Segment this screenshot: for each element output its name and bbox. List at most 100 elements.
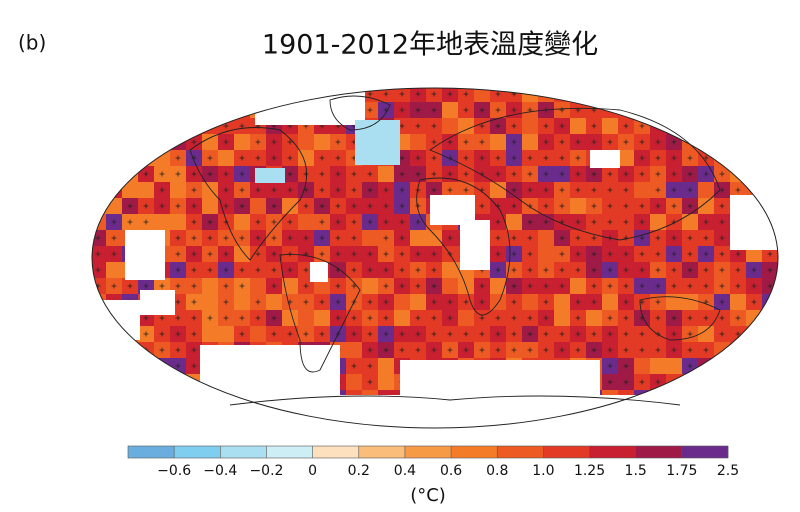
map-cell: [746, 438, 762, 454]
significance-mark: [527, 267, 533, 273]
map-cell: [442, 262, 458, 278]
significance-mark: [111, 219, 117, 225]
significance-mark: [175, 235, 181, 241]
map-cell: [92, 374, 106, 390]
significance-mark: [447, 139, 453, 145]
map-cell: [794, 358, 800, 374]
map-cell: [522, 422, 538, 428]
significance-mark: [175, 91, 181, 97]
significance-mark: [671, 139, 677, 145]
significance-mark: [719, 251, 725, 257]
colorbar-segment: [174, 446, 221, 458]
significance-mark: [207, 411, 213, 417]
significance-mark: [719, 427, 725, 428]
significance-mark: [319, 171, 325, 177]
significance-mark: [335, 155, 341, 161]
map-cell: [282, 422, 298, 428]
significance-mark: [399, 267, 405, 273]
map-cell: [154, 214, 170, 230]
map-cell: [298, 310, 314, 326]
significance-mark: [255, 299, 261, 305]
map-cell: [634, 358, 650, 374]
map-cell: [266, 294, 282, 310]
significance-mark: [559, 123, 565, 129]
significance-mark: [159, 123, 165, 129]
significance-mark: [559, 283, 565, 289]
significance-mark: [751, 411, 757, 417]
map-cell: [698, 374, 714, 390]
significance-mark: [559, 267, 565, 273]
colorbar-tick-label: 0.4: [394, 463, 416, 479]
map-cell: [714, 134, 730, 150]
map-cell: [234, 406, 250, 422]
significance-mark: [495, 155, 501, 161]
map-cell: [250, 422, 266, 428]
significance-mark: [431, 331, 437, 337]
significance-mark: [351, 267, 357, 273]
map-cell: [298, 422, 314, 428]
significance-mark: [607, 363, 613, 369]
significance-mark: [159, 347, 165, 353]
significance-mark: [527, 283, 533, 289]
significance-mark: [431, 187, 437, 193]
significance-mark: [175, 347, 181, 353]
significance-mark: [591, 267, 597, 273]
significance-mark: [735, 395, 741, 401]
significance-mark: [511, 427, 517, 428]
significance-mark: [511, 251, 517, 257]
significance-mark: [415, 123, 421, 129]
significance-mark: [143, 283, 149, 289]
map-cell: [634, 422, 650, 428]
significance-mark: [751, 91, 757, 97]
significance-mark: [655, 91, 661, 97]
significance-mark: [319, 235, 325, 241]
significance-mark: [191, 219, 197, 225]
significance-mark: [575, 219, 581, 225]
map-cell: [154, 102, 170, 118]
significance-mark: [255, 235, 261, 241]
significance-mark: [767, 171, 773, 177]
significance-mark: [111, 363, 117, 369]
map-cell: [778, 342, 794, 358]
map-cell: [186, 102, 202, 118]
significance-mark: [175, 315, 181, 321]
significance-mark: [271, 283, 277, 289]
significance-mark: [319, 91, 325, 97]
significance-mark: [95, 315, 101, 321]
map-cell: [138, 390, 154, 406]
map-cell: [490, 294, 506, 310]
significance-mark: [399, 187, 405, 193]
map-cell: [106, 118, 122, 134]
map-cell: [538, 88, 554, 102]
map-cell: [762, 102, 778, 118]
significance-mark: [623, 267, 629, 273]
significance-mark: [95, 427, 101, 428]
significance-mark: [159, 395, 165, 401]
significance-mark: [143, 171, 149, 177]
significance-mark: [127, 203, 133, 209]
significance-mark: [784, 284, 789, 289]
significance-mark: [127, 347, 133, 353]
map-cell: [106, 422, 122, 428]
significance-mark: [511, 315, 517, 321]
map-cell: [394, 310, 410, 326]
map-cell: [714, 406, 730, 422]
significance-mark: [575, 155, 581, 161]
significance-mark: [463, 171, 469, 177]
significance-mark: [511, 187, 517, 193]
map-cell: [714, 150, 730, 166]
significance-mark: [175, 107, 181, 113]
significance-mark: [607, 139, 613, 145]
significance-mark: [527, 171, 533, 177]
significance-mark: [143, 379, 149, 385]
map-cell: [778, 86, 794, 102]
significance-mark: [271, 267, 277, 273]
significance-mark: [543, 315, 549, 321]
significance-mark: [543, 139, 549, 145]
significance-mark: [303, 171, 309, 177]
map-cell: [570, 422, 586, 428]
significance-mark: [511, 123, 517, 129]
map-title: 1901-2012年地表溫度變化: [262, 30, 598, 61]
significance-mark: [495, 235, 501, 241]
significance-mark: [591, 219, 597, 225]
